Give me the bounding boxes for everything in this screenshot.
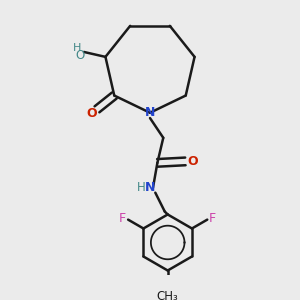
Text: O: O — [76, 49, 85, 62]
Text: CH₃: CH₃ — [157, 290, 178, 300]
Text: F: F — [119, 212, 126, 225]
Text: N: N — [145, 182, 155, 194]
Text: O: O — [86, 107, 97, 120]
Text: F: F — [209, 212, 216, 225]
Text: O: O — [188, 155, 198, 168]
Text: H: H — [137, 182, 146, 194]
Text: H: H — [74, 43, 82, 52]
Text: N: N — [145, 106, 155, 119]
